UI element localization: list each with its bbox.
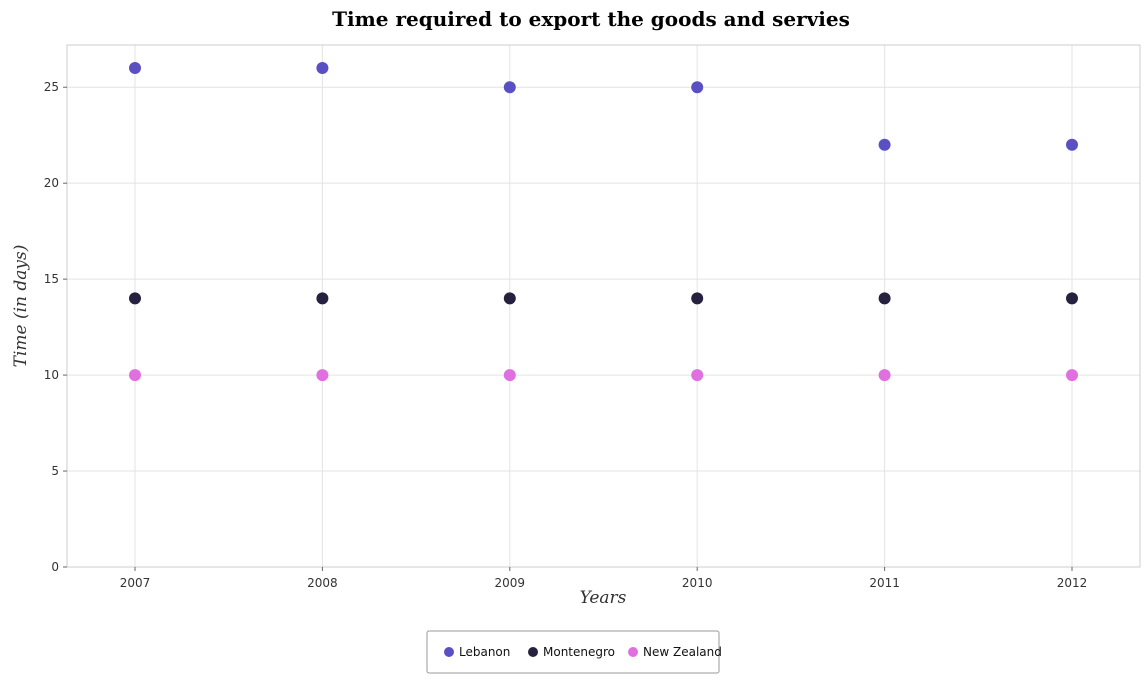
point-montenegro xyxy=(316,292,329,305)
point-lebanon xyxy=(691,81,704,94)
x-axis-ticks: 2007 2008 2009 2010 2011 2012 xyxy=(120,567,1088,590)
point-new-zealand xyxy=(503,369,516,382)
point-montenegro xyxy=(878,292,891,305)
grid xyxy=(67,45,1140,568)
point-montenegro xyxy=(691,292,704,305)
y-axis-ticks: 0 5 10 15 20 25 xyxy=(44,80,67,574)
point-new-zealand xyxy=(878,369,891,382)
legend-marker xyxy=(628,647,638,657)
point-new-zealand xyxy=(691,369,704,382)
chart-title: Time required to export the goods and se… xyxy=(332,7,850,31)
legend-label: Montenegro xyxy=(543,645,615,659)
legend-label: Lebanon xyxy=(459,645,510,659)
y-tick-label: 25 xyxy=(44,80,59,94)
x-tick-label: 2010 xyxy=(682,576,713,590)
x-tick-label: 2008 xyxy=(307,576,338,590)
y-tick-label: 20 xyxy=(44,176,59,190)
x-axis-label: Years xyxy=(580,588,627,608)
legend-marker xyxy=(528,647,538,657)
legend: Lebanon Montenegro New Zealand xyxy=(426,630,722,674)
y-tick-label: 0 xyxy=(51,560,59,574)
point-lebanon xyxy=(878,138,891,151)
point-lebanon xyxy=(316,62,329,75)
x-tick-label: 2012 xyxy=(1057,576,1088,590)
legend-box xyxy=(426,630,720,674)
x-tick-label: 2011 xyxy=(869,576,900,590)
point-new-zealand xyxy=(1066,369,1078,382)
y-tick-label: 15 xyxy=(44,272,59,286)
point-lebanon xyxy=(503,81,516,94)
point-montenegro xyxy=(503,292,516,305)
x-tick-label: 2007 xyxy=(120,576,151,590)
point-montenegro xyxy=(1066,292,1078,305)
point-lebanon xyxy=(1066,138,1078,151)
y-tick-label: 10 xyxy=(44,368,59,382)
plot-area xyxy=(66,44,1141,568)
y-tick-label: 5 xyxy=(51,464,59,478)
data-points xyxy=(129,62,1078,382)
point-new-zealand xyxy=(316,369,329,382)
y-axis-label: Time (in days) xyxy=(11,245,31,368)
point-montenegro xyxy=(129,292,141,305)
x-tick-label: 2009 xyxy=(495,576,526,590)
point-lebanon xyxy=(129,62,141,75)
point-new-zealand xyxy=(129,369,141,382)
legend-label: New Zealand xyxy=(643,645,722,659)
legend-marker xyxy=(444,647,454,657)
